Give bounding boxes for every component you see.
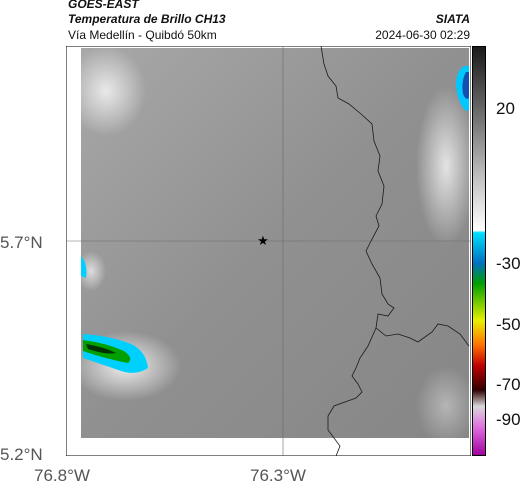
colorbar-label-m50: -50 [496, 315, 521, 334]
lon-label-76.8: 76.8°W [34, 466, 90, 485]
colorbar-label-m90: -90 [496, 410, 521, 429]
satellite-map[interactable]: ★ [66, 46, 471, 456]
cloud-top-west [81, 256, 87, 278]
colorbar-label-m30: -30 [496, 254, 521, 273]
product-title: Temperatura de Brillo CH13 [68, 12, 226, 26]
agency-label: SIATA [435, 12, 470, 26]
star-icon: ★ [257, 233, 269, 248]
satellite-title: GOES-EAST [68, 0, 139, 11]
lat-label-5.2: 5.2°N [0, 445, 43, 464]
timestamp-label: 2024-06-30 02:29 [375, 28, 470, 42]
lat-label-5.7: 5.7°N [0, 233, 43, 252]
colorbar-label-m70: -70 [496, 375, 521, 394]
lon-label-76.3: 76.3°W [250, 466, 306, 485]
region-label: Vía Medellín - Quibdó 50km [68, 28, 217, 42]
colorbar [472, 46, 486, 456]
department-border [320, 46, 470, 456]
colorbar-label-20: 20 [496, 99, 515, 118]
